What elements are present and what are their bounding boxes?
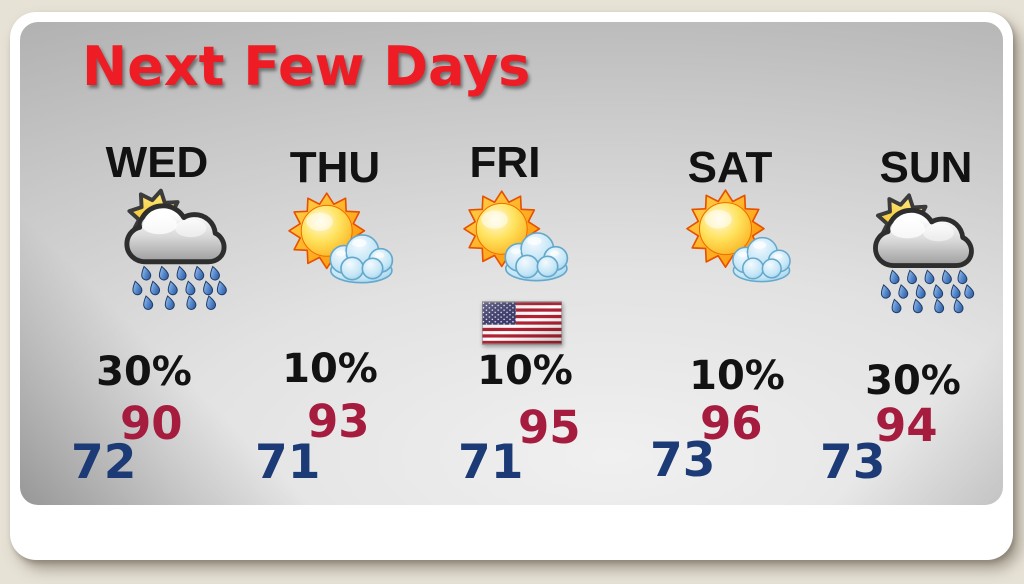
precip-chance-sat: 10% (689, 353, 785, 399)
forecast-panel: Next Few Days WED 30% 90 72 THU 10% 93 7… (20, 22, 1003, 505)
sun-cloud-rain-icon (120, 182, 228, 314)
precip-chance-fri: 10% (477, 348, 573, 394)
high-temp-wed: 90 (120, 397, 183, 450)
sun-cloud-rain-icon (868, 188, 976, 316)
low-temp-sun: 73 (820, 435, 886, 490)
sun-cloud-icon (286, 190, 398, 292)
low-temp-wed: 72 (71, 435, 137, 490)
sun-small-cloud-icon (680, 186, 798, 290)
high-temp-sun: 94 (875, 399, 938, 452)
slide-card: Next Few Days WED 30% 90 72 THU 10% 93 7… (10, 12, 1013, 560)
low-temp-fri: 71 (458, 435, 524, 490)
precip-chance-sun: 30% (865, 358, 961, 404)
day-label-sun: SUN (879, 143, 973, 192)
sun-cloud-icon (461, 188, 573, 290)
high-temp-sat: 96 (700, 397, 763, 450)
day-label-fri: FRI (469, 138, 541, 187)
day-label-sat: SAT (687, 143, 773, 192)
day-label-wed: WED (105, 138, 209, 187)
day-label-thu: THU (289, 143, 381, 192)
low-temp-sat: 73 (650, 433, 716, 488)
low-temp-thu: 71 (255, 435, 321, 490)
us-flag-icon (482, 301, 562, 345)
precip-chance-wed: 30% (96, 349, 192, 395)
high-temp-fri: 95 (518, 401, 581, 454)
high-temp-thu: 93 (307, 395, 370, 448)
slide-title: Next Few Days (82, 35, 531, 98)
precip-chance-thu: 10% (282, 346, 378, 392)
